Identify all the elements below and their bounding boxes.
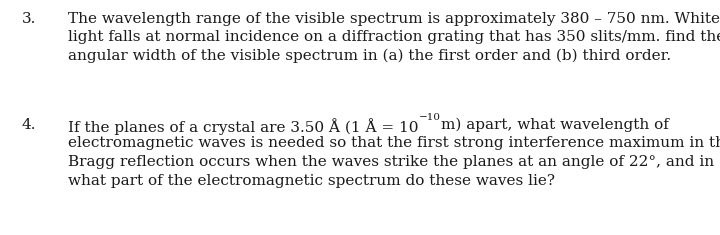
Text: m) apart, what wavelength of: m) apart, what wavelength of: [441, 118, 668, 132]
Text: If the planes of a crystal are 3.50 Å (1 Å = 10: If the planes of a crystal are 3.50 Å (1…: [68, 118, 418, 135]
Text: what part of the electromagnetic spectrum do these waves lie?: what part of the electromagnetic spectru…: [68, 173, 555, 188]
Text: The wavelength range of the visible spectrum is approximately 380 – 750 nm. Whit: The wavelength range of the visible spec…: [68, 12, 720, 26]
Text: angular width of the visible spectrum in (a) the first order and (b) third order: angular width of the visible spectrum in…: [68, 49, 671, 63]
Text: −10: −10: [418, 114, 441, 122]
Text: 4.: 4.: [22, 118, 37, 132]
Text: electromagnetic waves is needed so that the first strong interference maximum in: electromagnetic waves is needed so that …: [68, 137, 720, 150]
Text: 3.: 3.: [22, 12, 37, 26]
Text: light falls at normal incidence on a diffraction grating that has 350 slits/mm. : light falls at normal incidence on a dif…: [68, 31, 720, 44]
Text: Bragg reflection occurs when the waves strike the planes at an angle of 22°, and: Bragg reflection occurs when the waves s…: [68, 155, 714, 169]
